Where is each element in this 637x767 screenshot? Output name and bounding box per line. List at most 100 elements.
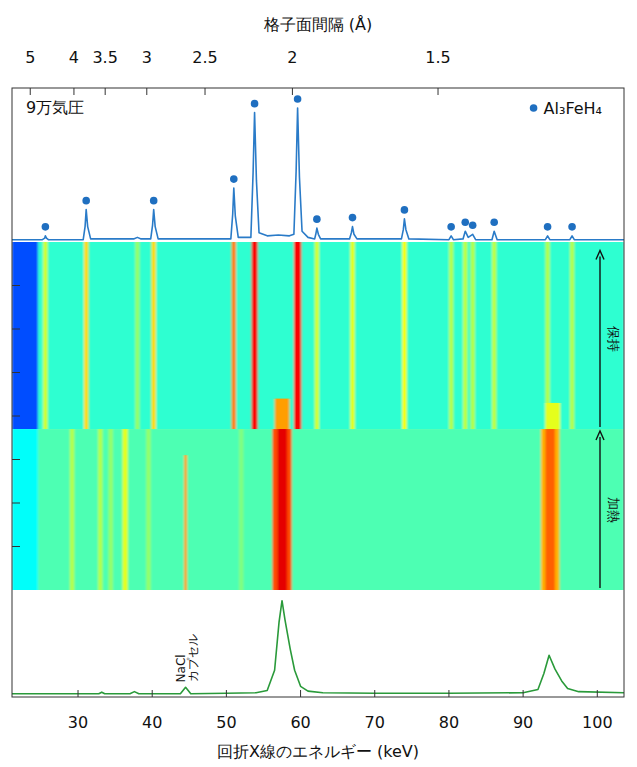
peak-marker — [294, 95, 302, 103]
tick-label: 90 — [513, 713, 533, 732]
heatmap-cell — [570, 242, 574, 429]
tick — [73, 88, 74, 95]
heatmap-cell — [463, 242, 467, 429]
legend-label: Al₃FeH₄ — [544, 99, 602, 118]
heatmap-cell — [108, 429, 112, 590]
heatmap-cell — [70, 429, 74, 590]
heatmap-cell — [541, 429, 560, 590]
tick-label: 70 — [365, 713, 385, 732]
tick-label: 30 — [68, 713, 88, 732]
heatmap-cell — [294, 242, 301, 429]
tick-label: 50 — [216, 713, 236, 732]
peak-marker — [313, 215, 321, 223]
tick — [523, 690, 524, 697]
heatmap-cell — [239, 429, 243, 590]
plot-area — [12, 242, 624, 590]
tick-label: 80 — [439, 713, 459, 732]
tick — [374, 690, 375, 697]
heatmap-cell — [12, 242, 38, 429]
heatmap-cell — [38, 429, 624, 590]
heatmap-cell — [402, 242, 406, 429]
arrow-head — [596, 431, 604, 440]
frame — [12, 88, 624, 697]
heatmap-cell — [232, 242, 236, 429]
tick — [152, 690, 153, 697]
phase-label: 保持 — [606, 326, 621, 352]
heatmap-cell — [146, 429, 150, 590]
spectrum-line — [12, 601, 624, 694]
tick — [12, 285, 20, 286]
peak-marker — [544, 223, 552, 231]
heatmap-cell — [252, 242, 258, 429]
heatmap-cell — [278, 429, 288, 590]
peak-marker — [230, 175, 238, 183]
heatmap-cell — [545, 403, 560, 429]
plot-area — [12, 601, 624, 694]
arrow — [599, 257, 600, 428]
tick-label: 4 — [69, 48, 79, 67]
heatmap — [12, 242, 624, 590]
heatmap-cell — [545, 429, 555, 590]
tick-label: 5 — [25, 48, 35, 67]
peak-marker — [150, 197, 158, 205]
heatmap-cell — [135, 242, 139, 429]
tick — [292, 88, 293, 95]
peak-marker — [568, 223, 576, 231]
heatmap-cell — [151, 242, 155, 429]
tick — [12, 416, 20, 417]
tick-label: 100 — [582, 713, 613, 732]
spectrum-line — [12, 108, 624, 240]
tick — [12, 546, 20, 547]
peak-marker — [490, 218, 498, 226]
peak-marker — [349, 214, 357, 222]
tick-label: 3 — [142, 48, 152, 67]
heatmap-cell — [43, 242, 47, 429]
tick-label: 2.5 — [192, 48, 217, 67]
phase-label: 加熱 — [606, 497, 621, 523]
tick — [12, 459, 20, 460]
tick-label: 60 — [290, 713, 310, 732]
heatmap-cell — [275, 399, 290, 429]
heatmap-cell — [470, 242, 474, 429]
tick — [12, 372, 20, 373]
tick — [12, 503, 20, 504]
tick — [30, 88, 31, 95]
heatmap-cell — [545, 242, 549, 429]
heatmap-cell — [449, 242, 453, 429]
plot-area — [12, 95, 624, 239]
tick — [448, 690, 449, 697]
tick — [105, 88, 106, 95]
tick — [12, 329, 20, 330]
tick — [205, 88, 206, 95]
arrow — [599, 437, 600, 588]
peak-marker — [82, 197, 90, 205]
tick-label: 40 — [142, 713, 162, 732]
arrow-head — [596, 251, 604, 260]
peak-marker — [469, 222, 477, 230]
peak-marker — [447, 223, 455, 231]
tick-label: 1.5 — [425, 48, 450, 67]
heatmap-cell — [350, 242, 354, 429]
heatmap-cell — [315, 242, 319, 429]
tick — [597, 690, 598, 697]
axis-title: 格子面間隔 (Å) — [263, 15, 373, 34]
figure: 9万気圧Al₃FeH₄543.532.521.5格子面間隔 (Å)加熱保持NaC… — [0, 0, 637, 767]
peak-marker — [251, 100, 259, 108]
panel-title: 9万気圧 — [26, 98, 84, 117]
legend-marker — [530, 104, 538, 112]
tick-label: 2 — [287, 48, 297, 67]
axis-title: 回折X線のエネルギー (keV) — [217, 742, 419, 761]
heatmap-cell — [492, 242, 496, 429]
peak-marker — [461, 218, 469, 226]
tick — [300, 690, 301, 697]
tick — [146, 88, 147, 95]
heatmap-cell — [272, 429, 291, 590]
heatmap-cell — [12, 429, 38, 590]
peak-marker — [42, 223, 50, 231]
peak-marker — [401, 206, 409, 214]
heatmap-cell — [84, 242, 88, 429]
tick — [78, 690, 79, 697]
heatmap-cell — [123, 429, 128, 590]
tick — [226, 690, 227, 697]
tick-label: 3.5 — [92, 48, 117, 67]
